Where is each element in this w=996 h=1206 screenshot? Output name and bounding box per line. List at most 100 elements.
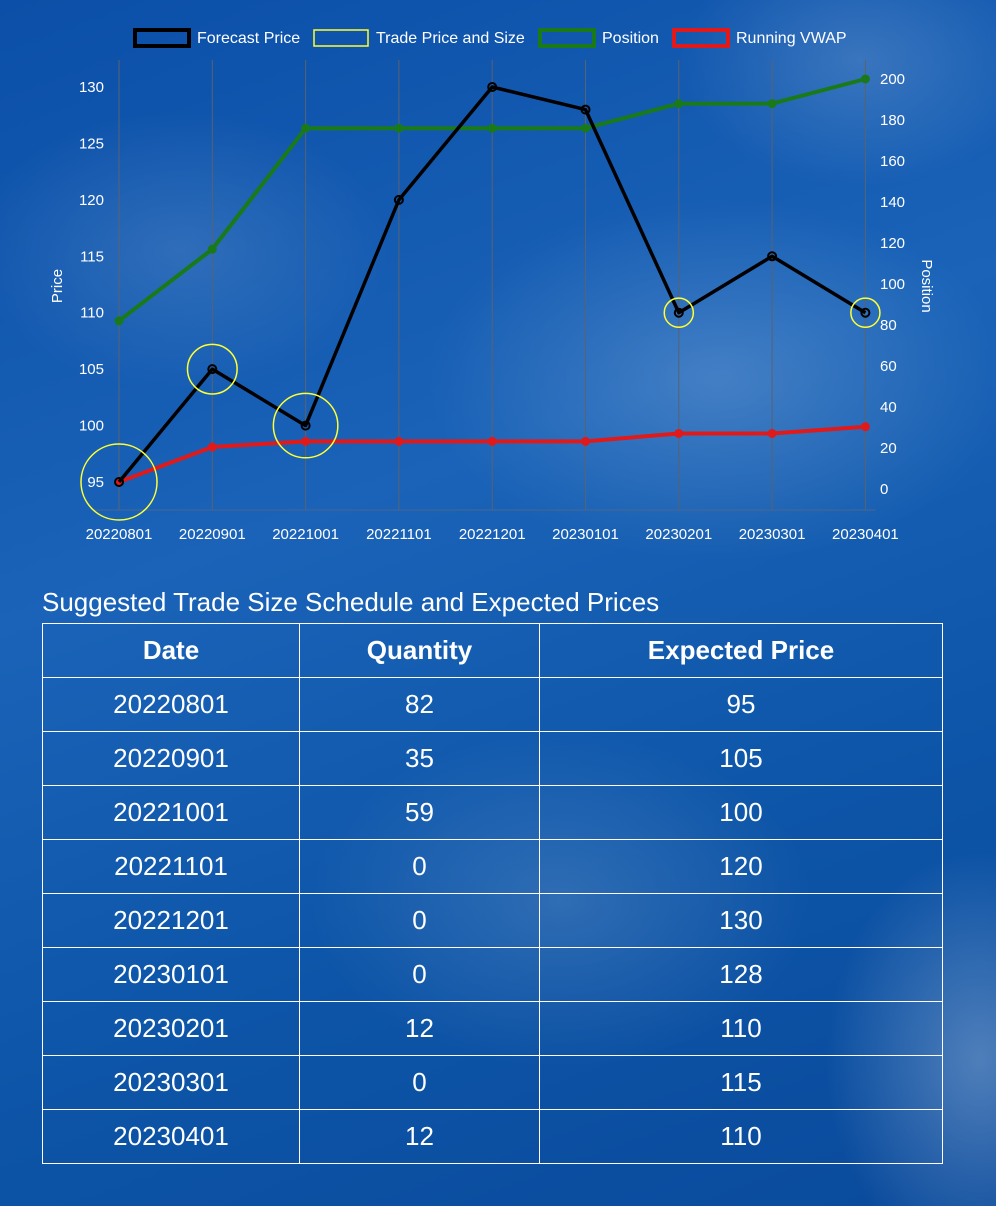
cell-expected-price: 120: [539, 839, 943, 894]
point-forecast-price: [767, 251, 778, 262]
x-tick-label: 20230101: [552, 526, 619, 543]
legend-label-trade-price-and-size: Trade Price and Size: [376, 30, 525, 47]
y-right-tick-label: 100: [880, 276, 905, 293]
y-right-tick-label: 120: [880, 235, 905, 252]
y-left-tick-label: 125: [79, 135, 104, 152]
legend-label-forecast-price: Forecast Price: [197, 30, 300, 47]
point-position: [394, 123, 404, 133]
cell-expected-price: 110: [539, 1109, 943, 1164]
column-header-quantity: Quantity: [299, 623, 540, 678]
y-left-tick-label: 105: [79, 361, 104, 378]
column-header-expected-price: Expected Price: [539, 623, 943, 678]
y-left-axis: 95 100 105 110 115 120 125 130: [79, 79, 104, 491]
cell-quantity: 0: [299, 1055, 540, 1110]
cell-date: 20220801: [42, 677, 300, 732]
series-line-forecast-price: [117, 85, 867, 484]
x-tick-label: 20230201: [645, 526, 712, 543]
point-forecast-price: [207, 364, 218, 375]
trade-bubble: [850, 297, 881, 329]
point-position: [114, 316, 124, 326]
trade-bubble: [186, 343, 238, 395]
cell-quantity: 0: [299, 947, 540, 1002]
y-right-tick-label: 140: [880, 194, 905, 211]
cell-expected-price: 105: [539, 731, 943, 786]
cell-expected-price: 100: [539, 785, 943, 840]
y-left-axis-label: Price: [49, 269, 66, 303]
cell-expected-price: 128: [539, 947, 943, 1002]
chart-legend: Forecast Price Trade Price and Size Positi…: [133, 28, 847, 48]
cell-expected-price: 130: [539, 893, 943, 948]
point-position: [487, 123, 497, 133]
x-tick-label: 20230301: [739, 526, 806, 543]
point-forecast-price: [487, 82, 498, 92]
legend-label-running-vwap: Running VWAP: [736, 30, 847, 47]
y-right-tick-label: 60: [880, 358, 897, 375]
point-position: [674, 99, 684, 109]
cell-expected-price: 95: [539, 677, 943, 732]
cell-expected-price: 115: [539, 1055, 943, 1110]
point-forecast-price: [393, 194, 404, 205]
x-tick-label: 20221101: [366, 526, 432, 543]
point-running-vwap: [301, 436, 311, 446]
cell-quantity: 0: [299, 893, 540, 948]
combo-chart: Forecast Price Trade Price and Size Positi…: [49, 28, 935, 543]
table-row: 20230101 0 128: [42, 947, 943, 1002]
cell-quantity: 12: [299, 1001, 540, 1056]
table-row: 20220901 35 105: [42, 731, 943, 786]
point-position: [767, 99, 777, 109]
x-tick-label: 20221001: [272, 526, 339, 543]
y-left-tick-label: 120: [79, 192, 104, 209]
schedule-table: Date Quantity Expected Price 20220801 82 9…: [42, 623, 943, 1164]
point-position: [207, 244, 217, 254]
trade-bubble: [80, 443, 158, 521]
y-right-tick-label: 160: [880, 153, 905, 170]
trade-bubble: [663, 297, 695, 329]
table-row: 20230401 12 110: [42, 1109, 943, 1164]
trade-bubble: [272, 392, 339, 459]
cell-date: 20230101: [42, 947, 300, 1002]
table-row: 20221201 0 130: [42, 893, 943, 948]
point-running-vwap: [767, 428, 777, 438]
cell-date: 20230301: [42, 1055, 300, 1110]
y-right-tick-label: 20: [880, 440, 897, 457]
table-row: 20230301 0 115: [42, 1055, 943, 1110]
y-left-tick-label: 100: [79, 418, 104, 435]
x-axis: 20220801 20220901 20221001 20221101 20221201…: [86, 526, 899, 543]
cell-expected-price: 110: [539, 1001, 943, 1056]
cell-date: 20221001: [42, 785, 300, 840]
table-title: Suggested Trade Size Schedule and Expect…: [42, 587, 660, 617]
point-running-vwap: [674, 428, 684, 438]
cell-date: 20230401: [42, 1109, 300, 1164]
point-position: [301, 123, 311, 133]
table-header-row: Date Quantity Expected Price: [42, 623, 943, 678]
cell-date: 20221101: [42, 839, 300, 894]
legend-swatch-position: [538, 28, 596, 48]
y-right-tick-label: 0: [880, 481, 888, 498]
x-tick-label: 20221201: [459, 526, 526, 543]
table-row: 20220801 82 95: [42, 677, 943, 732]
cell-quantity: 0: [299, 839, 540, 894]
table-row: 20230201 12 110: [42, 1001, 943, 1056]
y-right-axis-label: Position: [918, 259, 935, 312]
table-row: 20221101 0 120: [42, 839, 943, 894]
y-right-tick-label: 200: [880, 71, 905, 88]
point-running-vwap: [860, 422, 870, 432]
point-forecast-price: [114, 477, 124, 487]
chart-gridlines: [94, 60, 876, 511]
x-tick-label: 20220801: [86, 526, 153, 543]
point-running-vwap: [487, 436, 497, 446]
column-header-date: Date: [42, 623, 300, 678]
point-forecast-price: [300, 420, 311, 431]
y-right-tick-label: 180: [880, 112, 905, 129]
legend-swatch-forecast-price: [133, 28, 191, 48]
point-forecast-price: [580, 104, 591, 115]
y-left-tick-label: 130: [79, 79, 104, 96]
x-tick-label: 20230401: [832, 526, 899, 543]
chart-series: [80, 74, 881, 521]
cell-quantity: 59: [299, 785, 540, 840]
y-right-tick-label: 80: [880, 317, 897, 334]
legend-swatch-running-vwap: [672, 28, 730, 48]
cell-quantity: 82: [299, 677, 540, 732]
table-row: 20221001 59 100: [42, 785, 943, 840]
cell-date: 20230201: [42, 1001, 300, 1056]
